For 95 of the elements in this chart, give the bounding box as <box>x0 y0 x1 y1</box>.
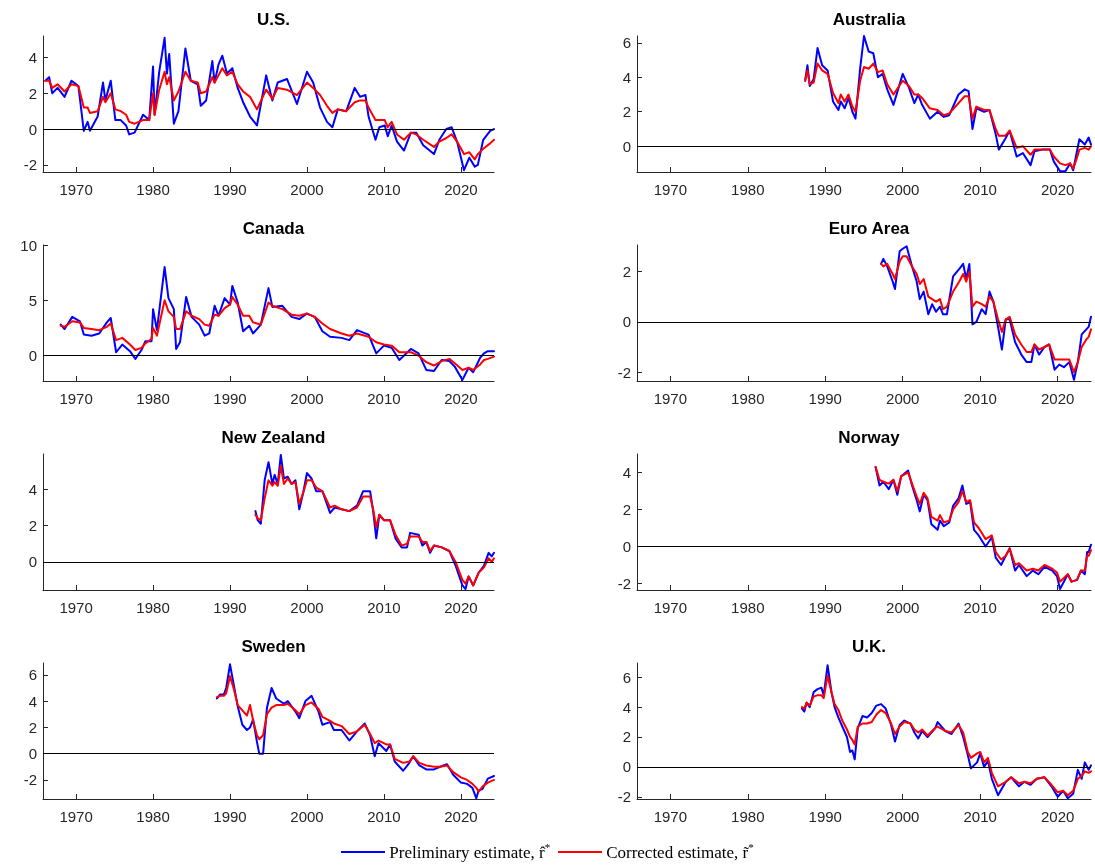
y-tick-label: 4 <box>622 464 631 481</box>
chart-title: U.S. <box>256 10 291 29</box>
x-tick-label: 2000 <box>290 808 324 825</box>
y-tick-label: 6 <box>622 668 631 686</box>
x-tick-label: 2000 <box>886 599 920 616</box>
y-tick-label: 2 <box>622 728 631 746</box>
x-tick-label: 1970 <box>653 390 687 407</box>
y-tick-label: 2 <box>28 718 37 736</box>
y-tick-label: -2 <box>23 156 37 174</box>
x-tick-label: 2020 <box>1041 808 1075 825</box>
x-tick-label: 1980 <box>136 808 170 825</box>
y-tick-label: 4 <box>28 692 37 710</box>
y-tick-label: 6 <box>622 34 631 52</box>
x-tick-label: 1970 <box>653 808 687 825</box>
chart-title: Sweden <box>241 637 306 656</box>
y-tick-label: 4 <box>28 48 37 66</box>
y-tick-label: 0 <box>622 538 631 556</box>
x-tick-label: 2010 <box>367 181 401 198</box>
y-tick-label: -2 <box>617 788 631 806</box>
x-tick-label: 1980 <box>731 181 765 198</box>
x-tick-label: 1980 <box>136 599 170 616</box>
x-tick-label: 1980 <box>731 599 765 616</box>
line-series <box>804 62 1092 170</box>
x-tick-label: 1970 <box>653 599 687 616</box>
legend-label: Preliminary estimate, r̂$^{*}$ <box>389 841 551 863</box>
x-tick-label: 2000 <box>886 808 920 825</box>
x-tick-label: 1970 <box>59 808 93 825</box>
y-tick-label: 2 <box>28 517 37 535</box>
x-tick-label: 1990 <box>808 390 842 407</box>
x-tick-label: 2000 <box>290 390 324 407</box>
y-tick-label: 4 <box>622 68 631 86</box>
x-tick-label: 2000 <box>886 181 920 198</box>
x-tick-label: 2010 <box>367 599 401 616</box>
x-tick-label: 2020 <box>444 181 478 198</box>
x-tick-label: 1990 <box>213 808 247 825</box>
line-series <box>44 36 495 172</box>
y-tick-label: 2 <box>622 501 631 519</box>
x-tick-label: 2020 <box>1041 390 1075 407</box>
x-tick-label: 2010 <box>963 181 997 198</box>
x-tick-label: 1990 <box>808 808 842 825</box>
chart-title: Norway <box>838 428 901 447</box>
y-tick-label: -2 <box>23 771 37 789</box>
x-tick-label: 2010 <box>963 808 997 825</box>
x-tick-label: 2020 <box>444 599 478 616</box>
legend-label: Corrected estimate, r̃$^{*}$ <box>606 841 754 863</box>
x-tick-label: 2010 <box>367 808 401 825</box>
y-tick-label: 4 <box>28 480 37 498</box>
y-tick-label: 0 <box>622 137 631 155</box>
x-tick-label: 2020 <box>444 808 478 825</box>
x-tick-label: 2000 <box>290 599 324 616</box>
y-tick-label: -2 <box>617 363 631 381</box>
x-tick-label: 1980 <box>136 390 170 407</box>
line-series <box>44 67 495 161</box>
x-tick-label: 1970 <box>59 181 93 198</box>
line-series <box>59 295 495 371</box>
x-tick-label: 2020 <box>1041 181 1075 198</box>
x-tick-label: 1990 <box>808 181 842 198</box>
x-tick-label: 1980 <box>731 808 765 825</box>
y-tick-label: 0 <box>622 758 631 776</box>
y-tick-label: 0 <box>28 120 37 138</box>
x-tick-label: 2010 <box>367 390 401 407</box>
x-tick-label: 2010 <box>963 599 997 616</box>
y-tick-label: 0 <box>28 745 37 763</box>
y-tick-label: 5 <box>28 291 37 309</box>
line-series <box>59 266 495 381</box>
y-tick-label: 0 <box>28 347 37 365</box>
chart-title: Canada <box>242 219 305 238</box>
x-tick-label: 1970 <box>653 181 687 198</box>
x-tick-label: 1970 <box>59 390 93 407</box>
x-tick-label: 2020 <box>1041 599 1075 616</box>
x-tick-label: 1990 <box>213 390 247 407</box>
y-tick-label: 2 <box>622 103 631 121</box>
y-tick-label: 10 <box>20 236 37 254</box>
chart-title: Euro Area <box>828 219 910 238</box>
x-tick-label: 2020 <box>444 390 478 407</box>
chart-title: New Zealand <box>221 428 326 447</box>
x-tick-label: 1980 <box>136 181 170 198</box>
y-tick-label: 2 <box>28 84 37 102</box>
x-tick-label: 1980 <box>731 390 765 407</box>
x-tick-label: 1990 <box>213 599 247 616</box>
y-tick-label: 6 <box>28 666 37 684</box>
chart-title: Australia <box>832 10 906 29</box>
y-tick-label: 0 <box>28 553 37 571</box>
x-tick-label: 1990 <box>808 599 842 616</box>
y-tick-label: -2 <box>617 575 631 593</box>
x-tick-label: 2010 <box>963 390 997 407</box>
x-tick-label: 2000 <box>290 181 324 198</box>
chart-title: U.K. <box>852 637 886 656</box>
x-tick-label: 2000 <box>886 390 920 407</box>
x-tick-label: 1970 <box>59 599 93 616</box>
line-series <box>804 35 1092 173</box>
y-tick-label: 2 <box>622 262 631 280</box>
y-tick-label: 0 <box>622 313 631 331</box>
y-tick-label: 4 <box>622 698 631 716</box>
x-tick-label: 1990 <box>213 181 247 198</box>
